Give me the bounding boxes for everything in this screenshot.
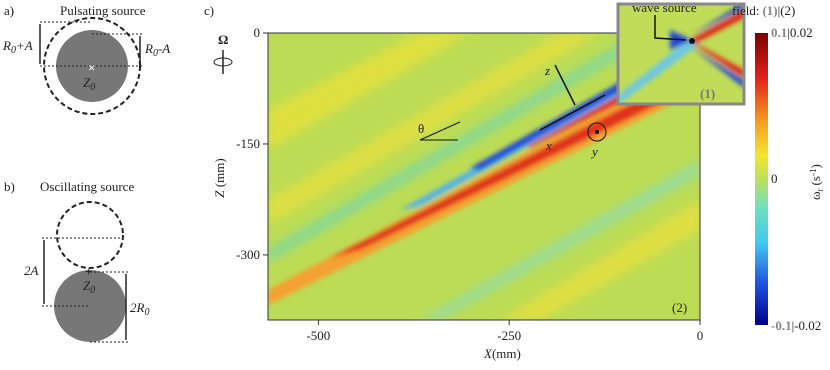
- panel-label: a): [4, 3, 14, 18]
- y-axis-symbol: [587, 122, 607, 142]
- y-tick-label: -150: [236, 136, 260, 151]
- colorbar: field: (1)|(2) 0.1|0.02 0 -0.1|-0.02 ωr(s…: [732, 3, 825, 333]
- wave-source-label: wave source: [632, 0, 697, 15]
- colorbar-middle: 0: [771, 171, 778, 186]
- panel-a: a) Pulsating source × R0+A R0-A Z0: [2, 3, 170, 115]
- theta-symbol: [419, 121, 461, 141]
- x-tick-label: -250: [497, 328, 521, 343]
- left-label: 2A: [24, 263, 39, 278]
- right-label: 2R0: [130, 300, 149, 318]
- main-label: (2): [672, 300, 687, 315]
- y-label: y: [590, 144, 598, 159]
- colorbar-label: ωr(s-1): [808, 164, 825, 200]
- panel-b: b) Oscillating source + 2A Z0 2R0: [4, 179, 149, 343]
- plot-frame: [267, 32, 701, 321]
- inset-label: (1): [700, 86, 715, 101]
- center-label: Z0: [83, 278, 95, 296]
- previous-position: [56, 201, 124, 269]
- y-axis-label: Z (mm): [212, 158, 227, 197]
- source: [54, 270, 126, 342]
- center-mark: ×: [88, 60, 95, 75]
- z-axis-arrow: [554, 64, 576, 106]
- panel-title: Pulsating source: [60, 3, 146, 18]
- panel-c: c) Ω (1) wave source z x y: [204, 0, 746, 361]
- inset: (1): [616, 2, 746, 106]
- right-label: R0-A: [144, 41, 170, 59]
- y-tick-label: -300: [236, 247, 260, 262]
- x-label: x: [545, 138, 552, 153]
- x-tick-label: -500: [306, 328, 330, 343]
- center-label: Z0: [83, 75, 95, 93]
- panel-label: b): [4, 179, 15, 194]
- rotation-label: Ω: [218, 32, 228, 47]
- colorbar-scale: [755, 33, 768, 325]
- theta-label: θ: [418, 121, 424, 136]
- x-axis-arrow: [539, 94, 606, 131]
- colorbar-bottom: -0.1|-0.02: [771, 318, 821, 333]
- z-label: z: [544, 63, 550, 78]
- panel-title: Oscillating source: [40, 179, 134, 194]
- colorbar-header: field: (1)|(2): [732, 3, 795, 18]
- x-axis-label: X(mm): [483, 346, 521, 361]
- panel-label: c): [204, 3, 214, 18]
- y-tick-label: 0: [254, 25, 261, 40]
- x-tick-label: 0: [697, 328, 704, 343]
- colorbar-top: 0.1|0.02: [771, 25, 813, 40]
- left-label: R0+A: [2, 38, 33, 56]
- center-mark: +: [85, 264, 92, 279]
